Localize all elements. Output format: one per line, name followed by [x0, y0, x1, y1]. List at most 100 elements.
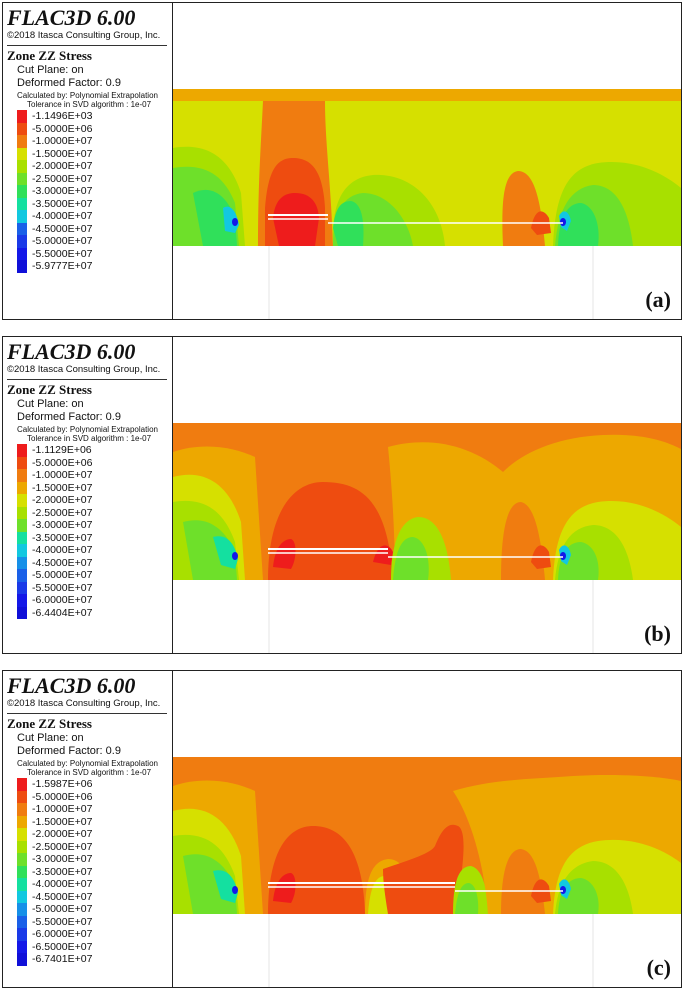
scale-label: -4.5000E+07 — [32, 556, 93, 569]
scale-label: -2.0000E+07 — [32, 494, 93, 506]
cut-plane-text: Cut Plane: on — [17, 732, 84, 744]
scale-swatch — [17, 222, 27, 235]
contour-band — [558, 203, 599, 246]
quantity-title: Zone ZZ Stress — [7, 48, 92, 63]
scale-label: -4.5000E+07 — [32, 890, 93, 903]
scale-label: -5.0000E+06 — [32, 122, 93, 135]
scale-label: -1.0000E+07 — [32, 803, 93, 815]
scale-swatch — [17, 160, 27, 173]
tolerance-text: Tolerance in SVD algorithm : 1e-07 — [27, 434, 152, 443]
app-title: FLAC3D 6.00 — [7, 673, 136, 698]
legend-divider — [7, 45, 167, 46]
scale-label: -1.5000E+07 — [32, 481, 93, 494]
scale-swatch — [17, 531, 27, 544]
scale-label: -4.0000E+07 — [32, 210, 93, 222]
copyright: ©2018 Itasca Consulting Group, Inc. — [7, 698, 161, 709]
contour-band — [560, 552, 566, 560]
contour-plot — [173, 423, 681, 653]
contour-band — [383, 824, 464, 914]
scale-swatch — [17, 953, 27, 966]
panel-label: (a) — [645, 287, 671, 312]
contour-band — [273, 873, 296, 903]
scale-label: -2.5000E+07 — [32, 840, 93, 853]
scale-label: -3.5000E+07 — [32, 197, 93, 210]
scale-label: -2.0000E+07 — [32, 160, 93, 172]
scale-label: -5.9777E+07 — [32, 260, 93, 272]
contour-view — [173, 337, 681, 653]
calc-method-text: Calculated by: Polynomial Extrapolation — [17, 759, 158, 768]
legend: FLAC3D 6.00 ©2018 Itasca Consulting Grou… — [3, 3, 173, 319]
scale-swatch — [17, 569, 27, 582]
scale-label: -2.0000E+07 — [32, 828, 93, 840]
scale-swatch — [17, 940, 27, 953]
deformed-factor-text: Deformed Factor: 0.9 — [17, 411, 121, 423]
scale-swatch — [17, 122, 27, 135]
app-title: FLAC3D 6.00 — [7, 339, 136, 364]
scale-swatch — [17, 606, 27, 619]
legend-divider — [7, 713, 167, 714]
scale-label: -1.1129E+06 — [32, 444, 92, 456]
contour-band — [373, 545, 393, 565]
scale-swatch — [17, 828, 27, 841]
cut-plane-text: Cut Plane: on — [17, 64, 84, 76]
scale-swatch — [17, 185, 27, 198]
scale-swatch — [17, 247, 27, 260]
scale-swatch — [17, 135, 27, 148]
scale-swatch — [17, 544, 27, 557]
scale-swatch — [17, 456, 27, 469]
scale-label: -1.1496E+03 — [32, 110, 93, 122]
scale-swatch — [17, 903, 27, 916]
scale-label: -6.0000E+07 — [32, 594, 93, 606]
scale-label: -1.0000E+07 — [32, 469, 93, 481]
scale-label: -2.5000E+07 — [32, 172, 93, 185]
contour-band — [223, 206, 239, 233]
contour-band — [213, 870, 238, 903]
scale-swatch — [17, 581, 27, 594]
copyright: ©2018 Itasca Consulting Group, Inc. — [7, 364, 161, 375]
quantity-title: Zone ZZ Stress — [7, 382, 92, 397]
cut-plane-text: Cut Plane: on — [17, 398, 84, 410]
scale-label: -5.0000E+06 — [32, 790, 93, 803]
scale-label: -1.5000E+07 — [32, 147, 93, 160]
scale-label: -5.0000E+07 — [32, 903, 93, 915]
panel-label: (c) — [646, 955, 671, 980]
legend-divider — [7, 379, 167, 380]
deformed-factor-text: Deformed Factor: 0.9 — [17, 745, 121, 757]
scale-swatch — [17, 853, 27, 866]
scale-label: -6.4404E+07 — [32, 606, 93, 619]
contour-band — [560, 218, 566, 226]
contour-view — [173, 3, 681, 319]
scale-swatch — [17, 928, 27, 941]
calc-method-text: Calculated by: Polynomial Extrapolation — [17, 91, 158, 100]
scale-swatch — [17, 481, 27, 494]
scale-label: -3.5000E+07 — [32, 531, 93, 544]
scale-swatch — [17, 494, 27, 507]
scale-swatch — [17, 790, 27, 803]
scale-label: -6.7401E+07 — [32, 953, 93, 965]
scale-label: -5.0000E+07 — [32, 235, 93, 247]
scale-label: -6.5000E+07 — [32, 940, 93, 953]
scale-swatch — [17, 915, 27, 928]
contour-band — [213, 536, 238, 569]
quantity-title: Zone ZZ Stress — [7, 716, 92, 731]
scale-swatch — [17, 172, 27, 185]
legend: FLAC3D 6.00 ©2018 Itasca Consulting Grou… — [3, 671, 173, 987]
scale-label: -4.0000E+07 — [32, 878, 93, 890]
contour-band — [232, 552, 238, 560]
contour-band — [393, 537, 429, 580]
scale-swatch — [17, 840, 27, 853]
scale-swatch — [17, 865, 27, 878]
scale-swatch — [17, 878, 27, 891]
scale-swatch — [17, 890, 27, 903]
tolerance-text: Tolerance in SVD algorithm : 1e-07 — [27, 768, 152, 777]
scale-swatch — [17, 260, 27, 273]
deformed-factor-text: Deformed Factor: 0.9 — [17, 77, 121, 89]
copyright: ©2018 Itasca Consulting Group, Inc. — [7, 30, 161, 41]
contour-band — [232, 218, 238, 226]
scale-swatch — [17, 444, 27, 457]
panel-label: (b) — [644, 621, 671, 646]
scale-swatch — [17, 594, 27, 607]
panel-a: FLAC3D 6.00 ©2018 Itasca Consulting Grou… — [2, 2, 682, 320]
scale-swatch — [17, 197, 27, 210]
contour-view — [173, 671, 681, 987]
